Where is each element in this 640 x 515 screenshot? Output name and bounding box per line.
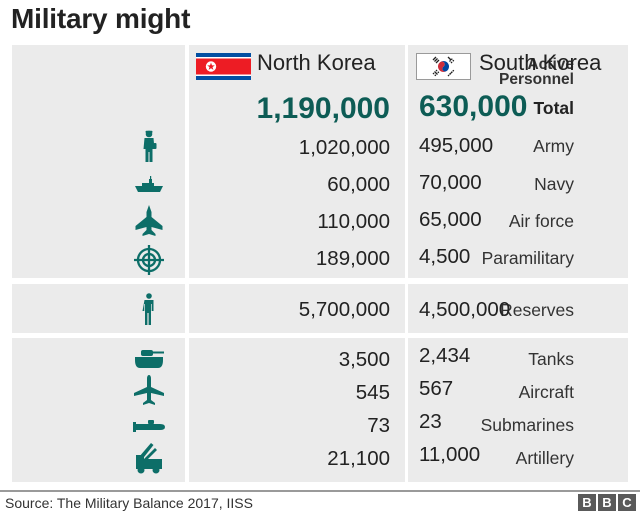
total-label: Total	[533, 98, 574, 118]
south-korea-flag-icon	[416, 53, 471, 80]
south-korea-panel-personnel	[408, 45, 628, 278]
bbc-logo-letter: B	[598, 494, 616, 511]
north-korea-aircraft: 545	[355, 381, 390, 404]
north-korea-panel-personnel	[189, 45, 405, 278]
bbc-logo: B B C	[578, 494, 636, 511]
south-korea-air-force: 65,000	[419, 208, 482, 231]
army-label: Army	[533, 136, 574, 156]
rocket-launcher-icon	[132, 441, 166, 475]
north-korea-panel-reserves	[189, 284, 405, 333]
fighter-jet-icon	[132, 204, 166, 238]
footer-divider	[0, 490, 640, 492]
north-korea-flag-icon	[196, 53, 251, 80]
south-korea-tanks: 2,434	[419, 344, 471, 367]
soldier-icon	[132, 129, 166, 163]
submarines-label: Submarines	[480, 415, 574, 435]
label-panel-personnel	[12, 45, 185, 278]
south-korea-reserves: 4,500,000	[419, 298, 511, 321]
label-panel-reserves	[12, 284, 185, 333]
navy-label: Navy	[534, 174, 574, 194]
south-korea-army: 495,000	[419, 134, 494, 157]
south-korea-artillery: 11,000	[419, 443, 481, 466]
south-korea-total: 630,000	[419, 90, 528, 123]
north-korea-artillery: 21,100	[327, 447, 390, 470]
source-note: Source: The Military Balance 2017, IISS	[5, 495, 253, 511]
south-korea-submarines: 23	[419, 410, 442, 433]
north-korea-submarines: 73	[367, 414, 390, 437]
south-korea-navy: 70,000	[419, 171, 482, 194]
reserves-label: Reserves	[500, 300, 574, 320]
north-korea-army: 1,020,000	[298, 136, 390, 159]
north-korea-air-force: 110,000	[317, 210, 390, 233]
airplane-icon	[132, 374, 166, 408]
crosshair-icon	[132, 243, 166, 277]
south-korea-paramilitary: 4,500	[419, 245, 471, 268]
tank-icon	[132, 342, 166, 376]
page-title: Military might	[11, 3, 191, 34]
aircraft-label: Aircraft	[518, 382, 574, 402]
south-korea-aircraft: 567	[419, 377, 454, 400]
north-korea-paramilitary: 189,000	[315, 247, 390, 270]
tanks-label: Tanks	[528, 349, 574, 369]
north-korea-header: North Korea	[257, 50, 376, 75]
artillery-label: Artillery	[515, 448, 574, 468]
north-korea-navy: 60,000	[327, 173, 390, 196]
air-force-label: Air force	[508, 211, 574, 231]
submarine-icon	[132, 408, 166, 442]
north-korea-reserves: 5,700,000	[298, 298, 390, 321]
north-korea-panel-equipment	[189, 338, 405, 482]
south-korea-panel-equipment	[408, 338, 628, 482]
active-personnel-header: Active Personnel	[499, 56, 574, 88]
bbc-logo-letter: B	[578, 494, 596, 511]
person-icon	[132, 292, 166, 326]
south-korea-header: South Korea	[479, 50, 602, 75]
south-korea-panel-reserves	[408, 284, 628, 333]
bbc-logo-letter: C	[618, 494, 636, 511]
north-korea-total: 1,190,000	[256, 92, 390, 125]
north-korea-tanks: 3,500	[338, 348, 390, 371]
paramilitary-label: Paramilitary	[481, 248, 574, 268]
ship-icon	[132, 168, 166, 202]
